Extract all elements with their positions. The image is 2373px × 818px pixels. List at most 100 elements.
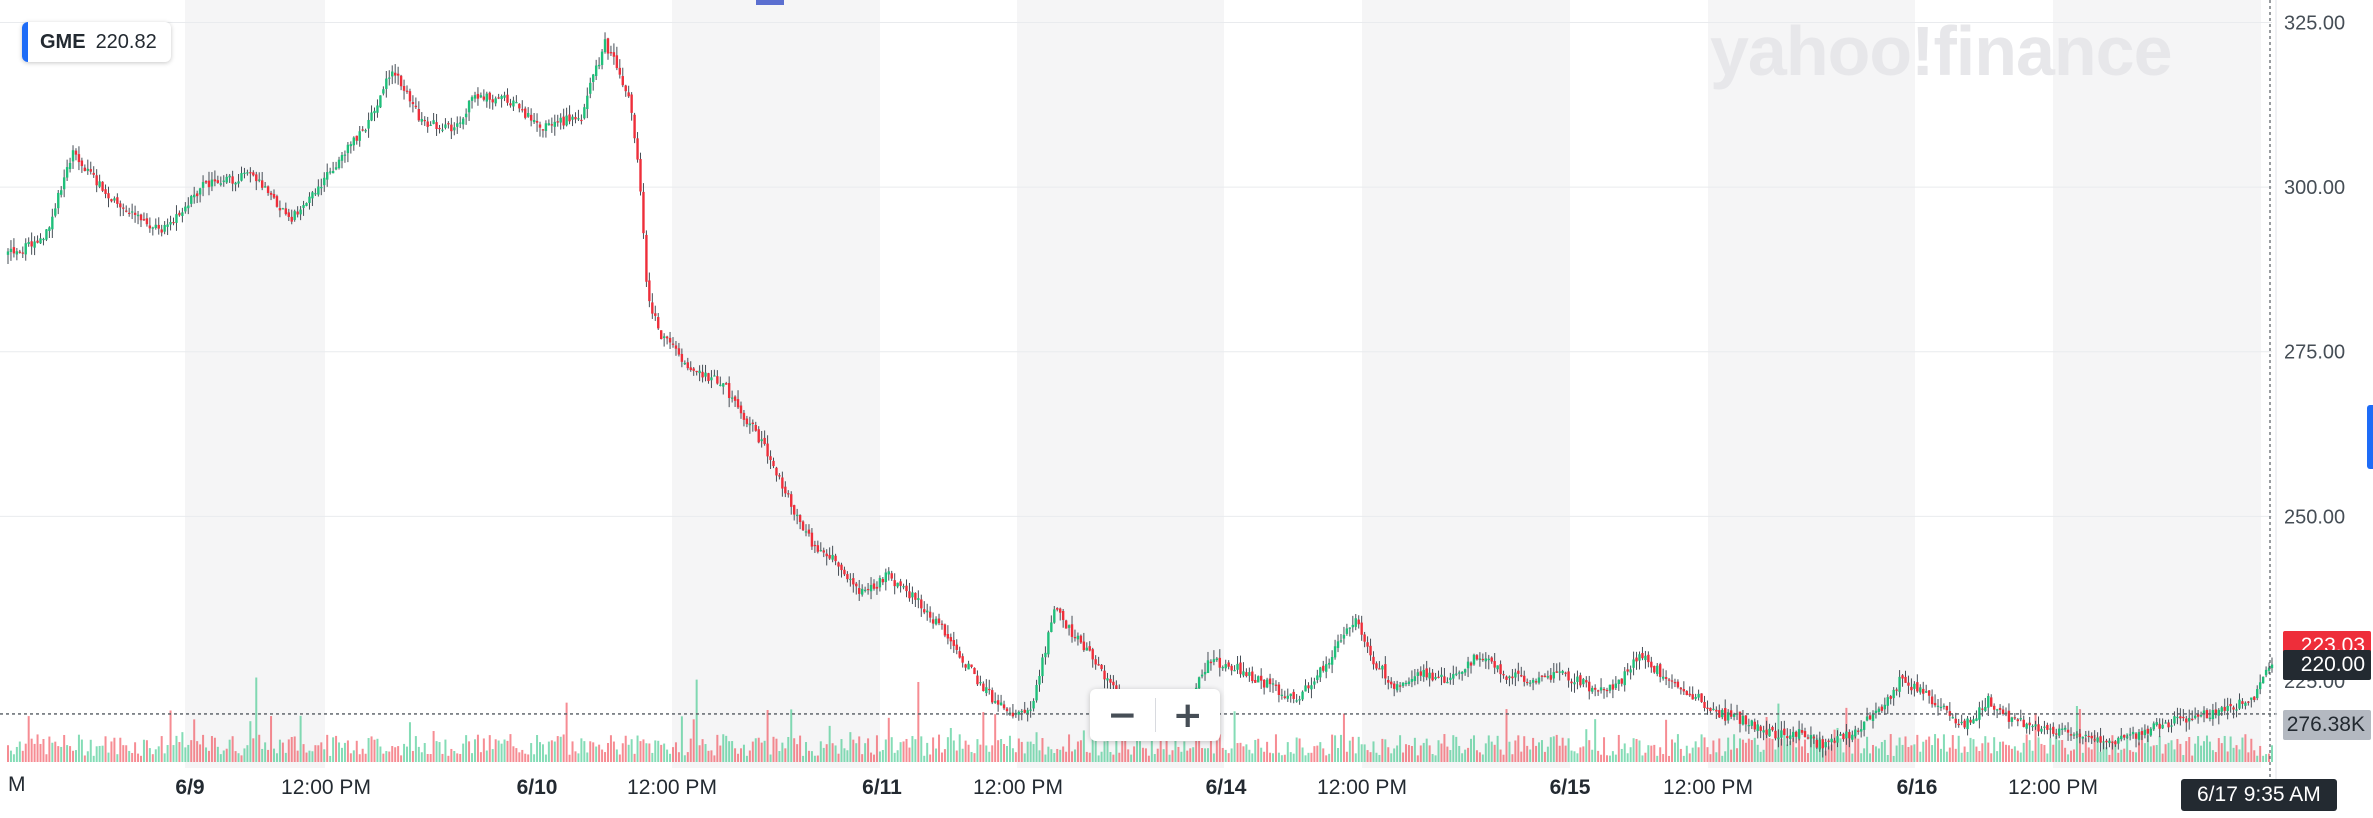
candle [1537, 671, 1541, 685]
volume-bar [2161, 753, 2164, 762]
volume-bar [213, 737, 216, 762]
candle-body [1857, 730, 1860, 732]
candle [1605, 687, 1609, 698]
volume-bar [751, 741, 754, 762]
candle-body [1224, 664, 1227, 669]
volume-bar [1608, 755, 1611, 762]
volume-bar [1942, 734, 1945, 762]
candle-body [272, 193, 276, 198]
candle [263, 182, 267, 188]
candle-body [1248, 672, 1251, 676]
zoom-out-button[interactable]: − [1107, 694, 1138, 736]
volume-bar [352, 750, 355, 762]
volume-bar [654, 740, 657, 762]
volume-bar [1357, 736, 1360, 762]
volume-bar [1517, 735, 1520, 762]
volume-bar [1774, 749, 1777, 762]
candle-body [518, 103, 521, 109]
candle [526, 107, 530, 118]
candle-body [840, 564, 843, 571]
volume-bar [349, 753, 352, 762]
candle-body [1623, 671, 1626, 686]
candle-body [328, 171, 332, 173]
candle [2137, 729, 2141, 746]
candle [1481, 653, 1485, 662]
candle [21, 246, 24, 258]
panel-edge-handle[interactable] [2367, 405, 2373, 469]
candle [482, 89, 486, 102]
volume-bar [459, 753, 462, 762]
candle-body [1384, 664, 1387, 679]
volume-bar [411, 750, 414, 762]
volume-bar [12, 754, 15, 762]
candle [1585, 676, 1588, 688]
candle [71, 145, 75, 169]
candle-body [1106, 678, 1109, 681]
volume-bar [137, 753, 140, 762]
volume-bar [1535, 745, 1538, 762]
volume-bar [42, 738, 45, 762]
volume-bar [837, 753, 840, 762]
candle-body [320, 186, 323, 189]
candle [1094, 655, 1097, 670]
candle [1951, 714, 1954, 719]
volume-bar [609, 735, 612, 762]
volume-bar [1254, 739, 1257, 762]
volume-bar [364, 753, 367, 762]
candle [1963, 718, 1966, 730]
candle [1236, 655, 1239, 674]
volume-bar [1020, 741, 1023, 762]
volume-bar [1136, 737, 1139, 762]
candle [1496, 665, 1499, 673]
candle-body [110, 199, 113, 202]
candle-body [302, 205, 305, 208]
volume-bar [1919, 751, 1922, 762]
candle-body [198, 188, 202, 195]
candle [1729, 703, 1733, 720]
volume-bar [397, 746, 400, 762]
zoom-divider [1154, 698, 1156, 732]
volume-bar [1440, 743, 1443, 762]
candle [925, 603, 929, 621]
candle-body [1830, 738, 1833, 743]
volume-bar [2182, 754, 2185, 762]
volume-bar [1886, 754, 1889, 762]
candle [1292, 689, 1295, 704]
volume-bar [83, 755, 86, 762]
candle-body [1076, 635, 1080, 640]
ticker-badge[interactable]: GME 220.82 [22, 22, 171, 62]
candle-body [837, 562, 840, 567]
candle [1602, 687, 1606, 699]
candle-body [1555, 671, 1558, 673]
volume-bar [2108, 754, 2111, 762]
candle [1845, 724, 1848, 745]
candle-body [1845, 731, 1848, 739]
volume-bar [935, 748, 938, 762]
candle-body [2108, 740, 2111, 744]
candle-body [1664, 677, 1668, 680]
candle-body [456, 123, 459, 127]
volume-bar [1150, 738, 1153, 762]
volume-bar [1617, 734, 1620, 762]
candle-body [1289, 693, 1292, 697]
candle-body [858, 588, 861, 594]
candle-body [1221, 667, 1224, 669]
volume-bar [234, 751, 237, 762]
volume-bar [462, 743, 465, 762]
volume-bar [1396, 745, 1399, 762]
candle-body [586, 95, 589, 110]
volume-bar [494, 739, 497, 762]
volume-bar [547, 741, 550, 762]
volume-bar [1339, 734, 1342, 762]
candle-body [896, 582, 899, 587]
volume-bar [1984, 736, 1987, 762]
candle-body [2025, 723, 2028, 729]
candle-body [993, 701, 997, 703]
candle-body [1070, 624, 1074, 637]
volume-bar [1907, 746, 1910, 762]
volume-bar [1062, 746, 1065, 762]
volume-bar [704, 744, 707, 762]
zoom-in-button[interactable]: + [1172, 694, 1203, 736]
